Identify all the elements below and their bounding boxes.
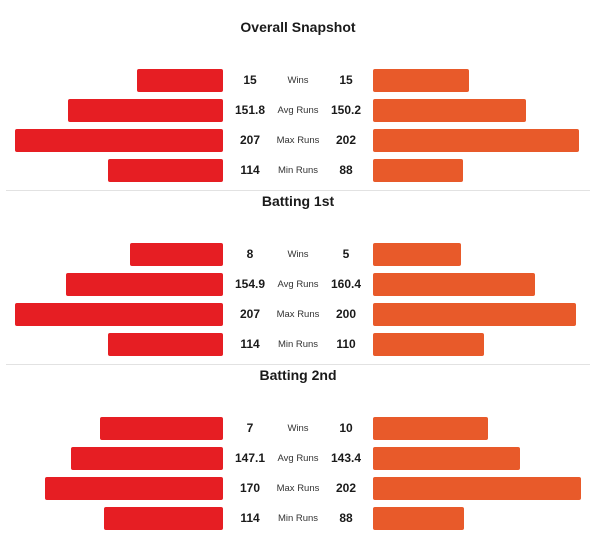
team2-value: 88 — [339, 511, 353, 525]
section-title: Batting 1st — [261, 193, 335, 209]
team1-bar — [68, 99, 223, 122]
team1-value: 207 — [239, 133, 261, 147]
team1-bar — [66, 273, 223, 296]
metric-label: Avg Runs — [277, 453, 319, 464]
comparison-row: 8 Wins 5 — [0, 243, 596, 266]
team1-bar — [45, 477, 223, 500]
team2-value: 88 — [339, 163, 353, 177]
metric-label: Min Runs — [277, 339, 319, 350]
comparison-row: 207 Max Runs 200 — [0, 303, 596, 326]
team1-bar — [137, 69, 223, 92]
comparison-row: 114 Min Runs 110 — [0, 333, 596, 356]
comparison-row: 15 Wins 15 — [0, 69, 596, 92]
section-title: Overall Snapshot — [240, 19, 356, 35]
comparison-row: 114 Min Runs 88 — [0, 159, 596, 182]
comparison-row: 154.9 Avg Runs 160.4 — [0, 273, 596, 296]
comparison-row: 207 Max Runs 202 — [0, 129, 596, 152]
comparison-row: 7 Wins 10 — [0, 417, 596, 440]
metric-label: Max Runs — [276, 309, 320, 320]
team2-bar — [373, 243, 461, 266]
team1-bar — [108, 333, 223, 356]
team1-value: 114 — [240, 163, 260, 177]
metric-label: Wins — [287, 249, 309, 260]
comparison-row: 170 Max Runs 202 — [0, 477, 596, 500]
comparison-row: 114 Min Runs 88 — [0, 507, 596, 530]
team2-bar — [373, 99, 526, 122]
team1-bar — [71, 447, 223, 470]
team1-value: 147.1 — [234, 451, 266, 465]
metric-label: Wins — [287, 423, 309, 434]
team1-value: 207 — [239, 307, 261, 321]
team1-bar — [15, 303, 223, 326]
section-divider — [6, 364, 590, 365]
metric-label: Avg Runs — [277, 105, 319, 116]
team1-value: 114 — [240, 337, 260, 351]
team1-value: 170 — [239, 481, 261, 495]
metric-label: Max Runs — [276, 135, 320, 146]
team1-bar — [100, 417, 223, 440]
team2-value: 160.4 — [330, 277, 362, 291]
team2-bar — [373, 477, 581, 500]
team2-value: 143.4 — [330, 451, 362, 465]
team1-bar — [15, 129, 223, 152]
team1-value: 151.8 — [234, 103, 266, 117]
team2-bar — [373, 417, 488, 440]
team2-bar — [373, 447, 520, 470]
team2-value: 202 — [335, 133, 357, 147]
team2-bar — [373, 303, 576, 326]
metric-label: Min Runs — [277, 165, 319, 176]
team2-value: 150.2 — [330, 103, 362, 117]
team2-value: 5 — [342, 247, 350, 261]
team1-value: 154.9 — [234, 277, 266, 291]
metric-label: Max Runs — [276, 483, 320, 494]
team2-bar — [373, 507, 464, 530]
team1-bar — [108, 159, 223, 182]
team2-bar — [373, 129, 579, 152]
comparison-row: 147.1 Avg Runs 143.4 — [0, 447, 596, 470]
team1-value: 7 — [246, 421, 254, 435]
team2-bar — [373, 273, 535, 296]
metric-label: Min Runs — [277, 513, 319, 524]
team1-bar — [104, 507, 223, 530]
team1-value: 15 — [243, 73, 257, 87]
team2-bar — [373, 333, 484, 356]
section-title: Batting 2nd — [259, 367, 337, 383]
team1-value: 114 — [240, 511, 260, 525]
team2-value: 10 — [339, 421, 353, 435]
comparison-row: 151.8 Avg Runs 150.2 — [0, 99, 596, 122]
section-divider — [6, 190, 590, 191]
team2-value: 15 — [339, 73, 353, 87]
team2-value: 202 — [335, 481, 357, 495]
team1-bar — [130, 243, 223, 266]
team2-bar — [373, 159, 463, 182]
team2-value: 200 — [335, 307, 357, 321]
metric-label: Wins — [287, 75, 309, 86]
team1-value: 8 — [246, 247, 254, 261]
metric-label: Avg Runs — [277, 279, 319, 290]
team2-bar — [373, 69, 469, 92]
team2-value: 110 — [336, 337, 356, 351]
